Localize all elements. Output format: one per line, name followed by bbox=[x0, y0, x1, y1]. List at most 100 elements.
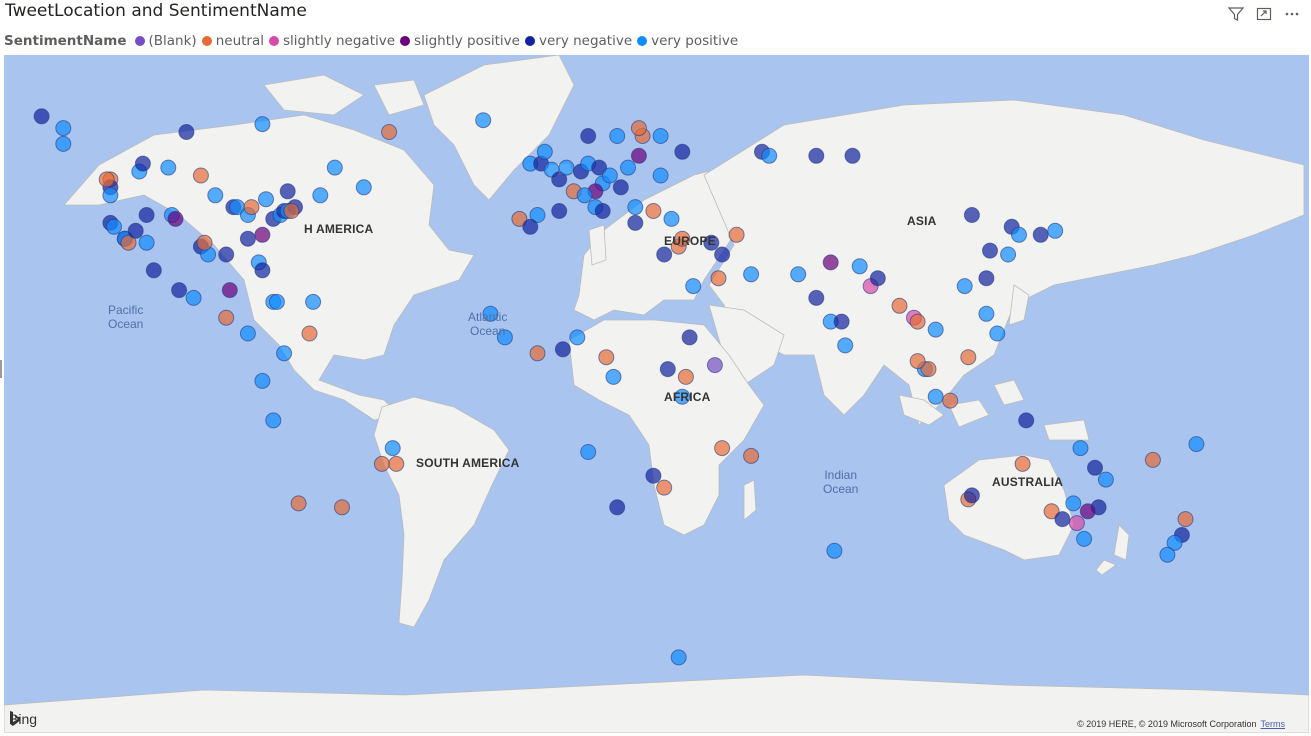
sentiment-bubble[interactable] bbox=[656, 246, 673, 263]
sentiment-bubble[interactable] bbox=[1166, 534, 1183, 551]
legend-item-neutral[interactable]: neutral bbox=[201, 33, 264, 49]
sentiment-bubble[interactable] bbox=[920, 361, 937, 378]
sentiment-bubble[interactable] bbox=[978, 270, 995, 287]
sentiment-bubble[interactable] bbox=[1047, 222, 1064, 239]
sentiment-bubble[interactable] bbox=[1097, 471, 1114, 488]
sentiment-bubble[interactable] bbox=[1054, 511, 1071, 528]
sentiment-bubble[interactable] bbox=[279, 183, 296, 200]
sentiment-bubble[interactable] bbox=[160, 159, 177, 176]
sentiment-bubble[interactable] bbox=[138, 234, 155, 251]
sentiment-bubble[interactable] bbox=[192, 167, 209, 184]
sentiment-bubble[interactable] bbox=[522, 218, 539, 235]
sentiment-bubble[interactable] bbox=[355, 179, 372, 196]
sentiment-bubble[interactable] bbox=[388, 455, 405, 472]
sentiment-bubble[interactable] bbox=[134, 155, 151, 172]
sentiment-bubble[interactable] bbox=[927, 388, 944, 405]
sentiment-bubble[interactable] bbox=[869, 270, 886, 287]
sentiment-bubble[interactable] bbox=[529, 345, 546, 362]
sentiment-bubble[interactable] bbox=[576, 187, 593, 204]
sentiment-bubble[interactable] bbox=[743, 266, 760, 283]
sentiment-bubble[interactable] bbox=[254, 226, 271, 243]
focus-mode-icon[interactable] bbox=[1255, 5, 1273, 23]
sentiment-bubble[interactable] bbox=[703, 234, 720, 251]
sentiment-bubble[interactable] bbox=[558, 159, 575, 176]
sentiment-bubble[interactable] bbox=[102, 187, 119, 204]
sentiment-bubble[interactable] bbox=[982, 242, 998, 259]
sentiment-bubble[interactable] bbox=[706, 357, 723, 374]
sentiment-bubble[interactable] bbox=[243, 199, 260, 216]
sentiment-bubble[interactable] bbox=[822, 254, 839, 271]
sentiment-bubble[interactable] bbox=[276, 345, 293, 362]
sentiment-bubble[interactable] bbox=[1032, 226, 1049, 243]
sentiment-bubble[interactable] bbox=[167, 210, 184, 227]
sentiment-bubble[interactable] bbox=[1072, 440, 1089, 457]
sentiment-bubble[interactable] bbox=[963, 487, 980, 504]
sentiment-bubble[interactable] bbox=[254, 372, 271, 389]
filter-icon[interactable] bbox=[1227, 5, 1245, 23]
sentiment-bubble[interactable] bbox=[630, 120, 647, 137]
sentiment-bubble[interactable] bbox=[258, 191, 274, 208]
sentiment-bubble[interactable] bbox=[283, 203, 300, 219]
sentiment-bubble[interactable] bbox=[254, 262, 271, 279]
sentiment-bubble[interactable] bbox=[1068, 515, 1085, 532]
sentiment-bubble[interactable] bbox=[265, 412, 282, 429]
sentiment-bubble[interactable] bbox=[605, 368, 622, 385]
sentiment-bubble[interactable] bbox=[960, 349, 977, 366]
sentiment-bubble[interactable] bbox=[475, 112, 492, 129]
more-options-icon[interactable] bbox=[1283, 5, 1301, 23]
sentiment-bubble[interactable] bbox=[978, 305, 995, 322]
sentiment-bubble[interactable] bbox=[290, 495, 307, 512]
sentiment-bubble[interactable] bbox=[891, 297, 908, 314]
sentiment-bubble[interactable] bbox=[1014, 455, 1031, 472]
sentiment-bubble[interactable] bbox=[714, 246, 731, 263]
sentiment-bubble[interactable] bbox=[743, 447, 760, 464]
sentiment-bubble[interactable] bbox=[580, 128, 597, 144]
sentiment-bubble[interactable] bbox=[609, 128, 626, 144]
sentiment-bubble[interactable] bbox=[326, 159, 343, 176]
sentiment-bubble[interactable] bbox=[218, 246, 235, 263]
sentiment-bubble[interactable] bbox=[207, 187, 224, 204]
legend-item-slightly-positive[interactable]: slightly positive bbox=[400, 33, 520, 49]
sentiment-bubble[interactable] bbox=[851, 258, 868, 275]
sentiment-bubble[interactable] bbox=[1087, 459, 1103, 476]
sentiment-bubble[interactable] bbox=[598, 349, 615, 366]
sentiment-bubble[interactable] bbox=[305, 293, 322, 310]
sentiment-bubble[interactable] bbox=[496, 329, 513, 346]
sentiment-bubble[interactable] bbox=[612, 179, 629, 196]
sentiment-bubble[interactable] bbox=[659, 361, 676, 378]
sentiment-bubble[interactable] bbox=[185, 289, 202, 306]
sentiment-bubble[interactable] bbox=[670, 649, 687, 666]
sentiment-bubble[interactable] bbox=[645, 203, 662, 219]
sentiment-bubble[interactable] bbox=[536, 143, 553, 160]
sentiment-bubble[interactable] bbox=[171, 282, 188, 299]
sentiment-bubble[interactable] bbox=[1043, 503, 1060, 520]
sentiment-bubble[interactable] bbox=[1188, 436, 1205, 453]
sentiment-bubble[interactable] bbox=[761, 147, 778, 164]
sentiment-bubble[interactable] bbox=[580, 444, 597, 460]
sentiment-bubble[interactable] bbox=[334, 499, 350, 516]
sentiment-bubble[interactable] bbox=[268, 293, 285, 310]
sentiment-bubble[interactable] bbox=[1079, 503, 1096, 520]
sentiment-bubble[interactable] bbox=[98, 171, 115, 188]
sentiment-bubble[interactable] bbox=[1177, 511, 1194, 528]
sentiment-bubble[interactable] bbox=[1144, 451, 1161, 468]
sentiment-bubble[interactable] bbox=[674, 388, 691, 405]
sentiment-bubble[interactable] bbox=[1065, 495, 1082, 512]
sentiment-bubble[interactable] bbox=[790, 266, 807, 283]
sentiment-bubble[interactable] bbox=[942, 392, 959, 409]
sentiment-bubble[interactable] bbox=[221, 282, 238, 299]
sentiment-bubble[interactable] bbox=[989, 325, 1006, 342]
sentiment-bubble[interactable] bbox=[569, 329, 586, 346]
sentiment-bubble[interactable] bbox=[381, 124, 398, 140]
sentiment-bubble[interactable] bbox=[138, 207, 155, 223]
sentiment-bubble[interactable] bbox=[627, 214, 644, 231]
sentiment-bubble[interactable] bbox=[551, 203, 568, 219]
sentiment-bubble[interactable] bbox=[591, 159, 608, 176]
sentiment-bubble[interactable] bbox=[630, 147, 647, 164]
legend-item-very-negative[interactable]: very negative bbox=[524, 33, 632, 49]
sentiment-bubble[interactable] bbox=[196, 234, 213, 251]
sentiment-bubble[interactable] bbox=[1018, 412, 1035, 429]
sentiment-bubble[interactable] bbox=[627, 199, 644, 216]
sentiment-bubble[interactable] bbox=[956, 278, 973, 295]
